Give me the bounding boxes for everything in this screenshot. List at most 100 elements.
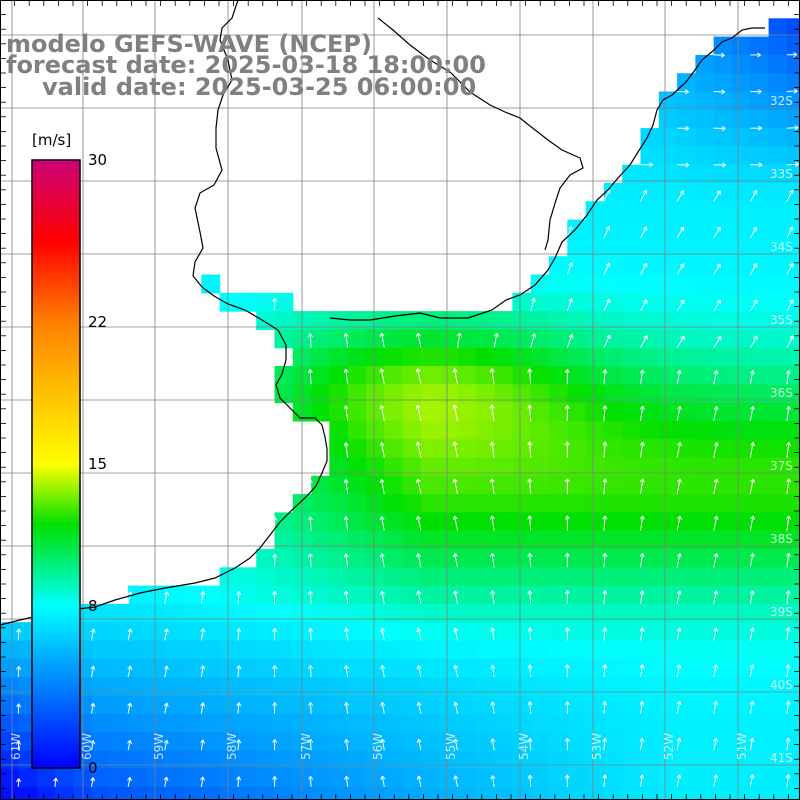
wind-cell (475, 347, 495, 367)
wind-cell (567, 347, 587, 367)
wind-cell (237, 585, 257, 605)
wind-cell (530, 768, 550, 788)
wind-arrow (308, 775, 314, 787)
wind-cell (457, 732, 477, 751)
wind-cell (786, 732, 800, 751)
wind-cell (622, 567, 642, 587)
wind-cell (237, 292, 257, 312)
wind-cell (329, 402, 349, 422)
wind-cell (366, 347, 385, 367)
wind-cell (732, 603, 751, 623)
wind-cell (750, 292, 770, 312)
wind-arrow (676, 627, 682, 641)
wind-cell (786, 622, 800, 642)
wind-arrow (564, 664, 570, 678)
wind-arrow (602, 737, 608, 751)
wind-cell (146, 622, 166, 642)
wind-cell (311, 750, 330, 770)
wind-cell (420, 713, 440, 733)
wind-cell (585, 732, 605, 751)
wind-cell (640, 549, 660, 568)
wind-cell (420, 695, 440, 715)
wind-cell (475, 713, 495, 733)
wind-cell (768, 530, 788, 550)
wind-cell (146, 732, 166, 751)
wind-cell (695, 128, 715, 147)
wind-cell (274, 658, 294, 678)
wind-cell (786, 695, 800, 715)
wind-cell (732, 274, 751, 294)
wind-cell (530, 585, 550, 605)
wind-cell (457, 786, 477, 800)
wind-cell (494, 384, 513, 404)
wind-cell (786, 256, 800, 276)
wind-cell (274, 622, 294, 642)
wind-cell (530, 457, 550, 477)
wind-cell (311, 384, 330, 404)
wind-cell (567, 768, 587, 788)
wind-cell (347, 366, 367, 385)
wind-cell (768, 457, 788, 477)
wind-cell (640, 201, 660, 221)
wind-cell (677, 164, 696, 184)
wind-cell (622, 329, 642, 349)
wind-cell (457, 475, 477, 495)
wind-cell (603, 201, 623, 221)
wind-cell (640, 237, 660, 257)
wind-cell (384, 347, 404, 367)
wind-cell (677, 219, 696, 239)
wind-cell (695, 713, 715, 733)
wind-cell (786, 750, 800, 770)
wind-cell (530, 402, 550, 422)
wind-cell (384, 622, 404, 642)
wind-cell (402, 530, 422, 550)
wind-arrow (416, 590, 422, 605)
wind-cell (695, 695, 715, 715)
wind-cell (457, 420, 477, 440)
wind-arrow (602, 701, 608, 714)
wind-cell (0, 640, 19, 660)
wind-cell (732, 768, 751, 788)
wind-cell (640, 146, 660, 166)
wind-cell (384, 549, 404, 568)
wind-cell (274, 732, 294, 751)
wind-arrow (602, 515, 608, 531)
wind-cell (732, 54, 751, 74)
wind-arrow (713, 190, 721, 202)
wind-cell (530, 750, 550, 770)
wind-cell (384, 530, 404, 550)
wind-arrow (272, 590, 278, 604)
wind-cell (695, 164, 715, 184)
wind-cell (713, 256, 733, 276)
wind-cell (768, 36, 788, 56)
wind-cell (585, 530, 605, 550)
wind-cell (311, 768, 330, 788)
wind-cell (713, 530, 733, 550)
wind-cell (732, 73, 751, 93)
wind-cell (585, 201, 605, 221)
wind-cell (677, 603, 696, 623)
wind-cell (384, 603, 404, 623)
wind-arrow (453, 775, 459, 787)
wind-cell (91, 640, 111, 660)
wind-arrow (676, 190, 685, 202)
wind-cell (420, 530, 440, 550)
wind-cell (732, 457, 751, 477)
wind-cell (439, 695, 459, 715)
wind-cell (347, 750, 367, 770)
latitude-label: 35S (770, 313, 793, 327)
wind-cell (420, 329, 440, 349)
wind-cell (274, 311, 294, 330)
wind-cell (420, 457, 440, 477)
wind-cell (475, 457, 495, 477)
wind-cell (713, 91, 733, 111)
latitude-label: 39S (770, 605, 793, 619)
wind-cell (677, 128, 696, 147)
wind-cell (311, 786, 330, 800)
forecast-date: forecast date: 2025-03-18 18:00:00 (6, 51, 486, 79)
wind-cell (183, 603, 202, 623)
wind-cell (658, 219, 678, 239)
wind-cell (494, 475, 513, 495)
wind-arrow (677, 89, 689, 95)
wind-cell (622, 512, 642, 532)
